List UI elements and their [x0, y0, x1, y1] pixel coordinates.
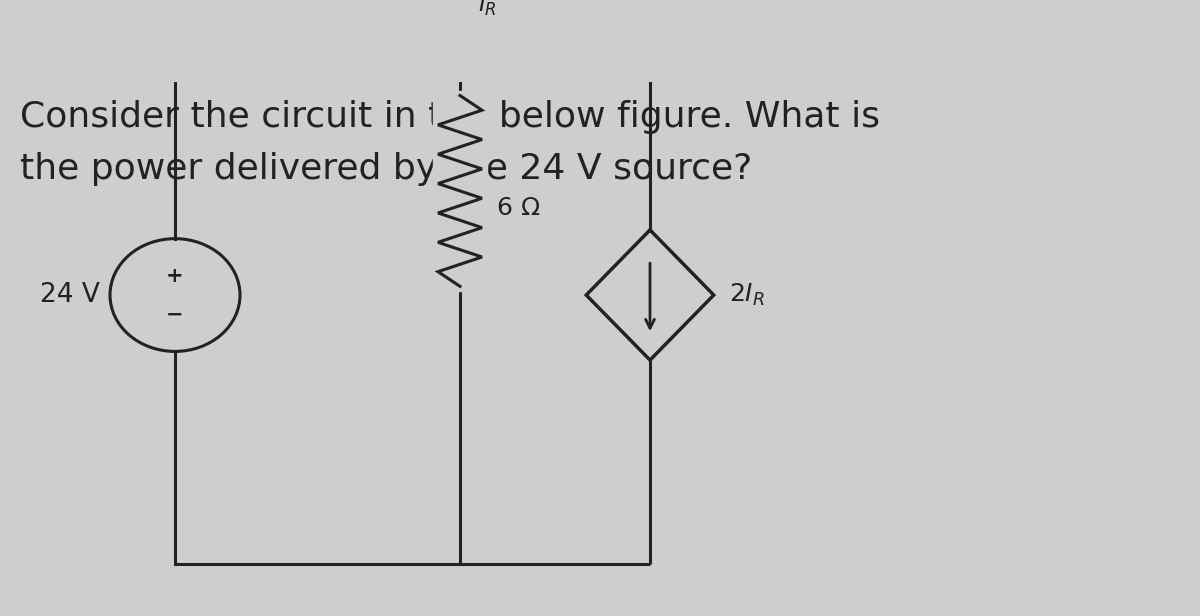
Text: $2I_R$: $2I_R$ [728, 282, 764, 308]
Text: the power delivered by the 24 V source?: the power delivered by the 24 V source? [20, 152, 752, 186]
Text: −: − [167, 304, 184, 324]
Text: $I_R$: $I_R$ [478, 0, 497, 17]
Text: 24 V: 24 V [40, 282, 100, 308]
Polygon shape [587, 230, 714, 360]
Text: +: + [166, 266, 184, 286]
Text: Consider the circuit in the below figure. What is: Consider the circuit in the below figure… [20, 100, 880, 134]
Text: 6 Ω: 6 Ω [497, 197, 540, 221]
